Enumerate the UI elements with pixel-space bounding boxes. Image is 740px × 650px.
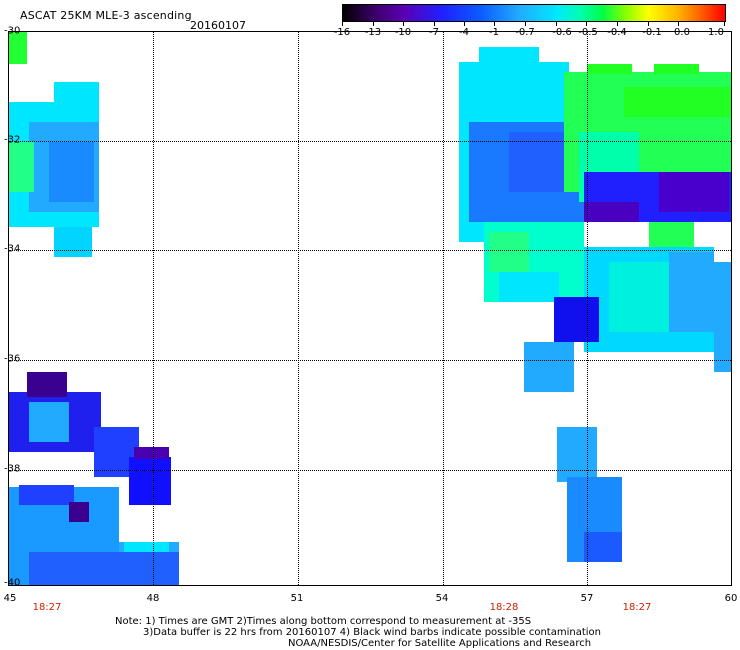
swath-cell [9,142,34,192]
colorbar-tick-1: -13 [364,27,382,38]
swath-cell [649,222,694,247]
lon-label-57: 57 [580,593,594,604]
swath-cell [134,447,169,459]
swath-cell [19,485,74,505]
gridline-lon-57 [587,32,588,585]
gridline-lat-38 [9,470,731,471]
colorbar-tick-3: -7 [429,27,439,38]
gridline-lon-54 [443,32,444,585]
swath-cell [554,297,599,342]
swath-cell [557,427,597,482]
lat-label-30: -30 [4,25,21,37]
colorbar-tick-12: 1.0 [708,27,724,38]
swath-cell [479,47,539,67]
swath-cell [524,342,574,392]
colorbar-tick-2: -10 [394,27,412,38]
lon-label-45: 45 [3,593,17,604]
colorbar-tick-7: -0.6 [552,27,572,38]
swath-cell [54,227,92,257]
product-title: ASCAT 25KM MLE-3 ascending [20,9,192,22]
swath-cell [584,532,622,562]
colorbar-tick-10: -0.1 [642,27,662,38]
lat-label-32: -32 [4,134,21,146]
lon-label-48: 48 [146,593,160,604]
lat-label-34: -34 [4,243,21,255]
gridline-lat-34 [9,250,731,251]
swath-cell [654,64,699,74]
pass-time-east: 18:27 [622,602,652,613]
footnotes: Note: 1) Times are GMT 2)Times along bot… [115,616,601,649]
swath-cell [584,202,639,222]
lat-label-38: -38 [4,463,21,475]
swath-cell [29,552,179,585]
lon-label-60: 60 [724,593,738,604]
swath-cell [49,142,94,202]
gridline-lat-36 [9,360,731,361]
swath-cell [587,64,632,74]
swath-cell [29,402,69,442]
swath-cell [54,82,99,102]
gridline-lat-32 [9,141,731,142]
swath-cell [499,272,559,302]
colorbar-tick-6: -0.7 [515,27,535,38]
swath-cell [659,172,729,212]
lon-label-54: 54 [435,593,449,604]
swath-cell [69,502,89,522]
swath-cell [489,232,529,272]
swath-cell [624,87,731,117]
colorbar-tick-4: -4 [459,27,469,38]
colorbar-tick-5: -1 [489,27,499,38]
wind-swath-layer [9,32,731,585]
swath-cell [9,32,27,64]
swath-cell [669,252,714,332]
colorbar [342,4,726,22]
pass-time-center: 18:28 [489,602,519,613]
swath-cell [714,262,731,372]
colorbar-ticks: -16 -13 -10 -7 -4 -1 -0.7 -0.6 -0.5 -0.4… [334,21,726,39]
product-date: 20160107 [190,19,246,32]
swath-cell [124,542,169,554]
gridline-lon-51 [298,32,299,585]
colorbar-tick-8: -0.5 [578,27,598,38]
wind-map[interactable] [8,31,732,586]
footnote-line-2: 3)Data buffer is 22 hrs from 20160107 4)… [143,627,601,638]
colorbar-tick-9: -0.4 [607,27,627,38]
lon-label-51: 51 [290,593,304,604]
pass-time-west: 18:27 [32,602,62,613]
colorbar-tick-0: -16 [333,27,351,38]
swath-cell [27,372,67,397]
colorbar-tick-11: 0.0 [674,27,690,38]
footnote-line-3: NOAA/NESDIS/Center for Satellite Applica… [288,638,592,649]
swath-cell [129,457,171,505]
lat-label-40: -40 [4,577,21,589]
gridline-lon-48 [153,32,154,585]
footnote-line-1: Note: 1) Times are GMT 2)Times along bot… [115,616,532,627]
lat-label-36: -36 [4,353,21,365]
